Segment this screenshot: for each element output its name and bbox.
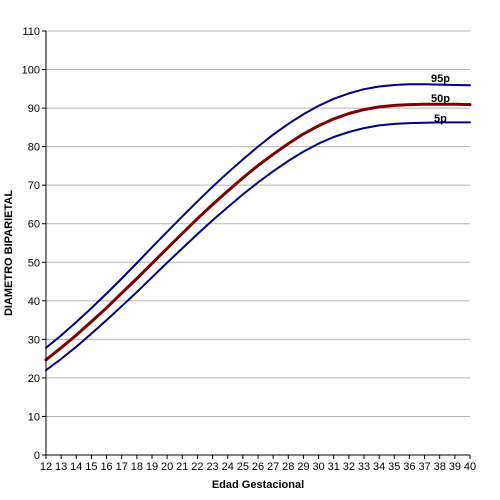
x-tick-label: 40 xyxy=(464,461,476,473)
x-tick-label: 14 xyxy=(70,461,82,473)
x-tick-label: 21 xyxy=(176,461,188,473)
x-tick-label: 17 xyxy=(116,461,128,473)
axes xyxy=(42,30,471,459)
x-tick-label: 38 xyxy=(434,461,446,473)
x-tick-label: 39 xyxy=(449,461,461,473)
x-tick-label: 26 xyxy=(252,461,264,473)
y-tick-label: 90 xyxy=(28,103,40,115)
x-tick-label: 18 xyxy=(131,461,143,473)
series-label-50p: 50p xyxy=(431,93,450,105)
x-tick-label: 34 xyxy=(373,461,385,473)
x-tick-label: 32 xyxy=(343,461,355,473)
series-line-95p xyxy=(45,83,471,349)
x-tick-label: 29 xyxy=(297,461,309,473)
x-tick-label: 16 xyxy=(100,461,112,473)
x-tick-label: 30 xyxy=(312,461,324,473)
y-axis-title: DIAMETRO BIPARIETAL xyxy=(3,190,15,316)
y-tick-label: 70 xyxy=(28,180,40,192)
tick-labels: 0 10 20 30 40 50 60 70 80 90 100 110 12 13 14 15 16 17 18 1… xyxy=(22,26,476,473)
x-tick-label: 15 xyxy=(85,461,97,473)
x-tick-label: 31 xyxy=(328,461,340,473)
x-tick-label: 12 xyxy=(40,461,52,473)
y-tick-label: 40 xyxy=(28,296,40,308)
y-tick-label: 80 xyxy=(28,142,40,154)
x-tick-label: 24 xyxy=(222,461,234,473)
x-axis-title: Edad Gestacional xyxy=(212,479,304,491)
y-tick-label: 100 xyxy=(22,65,40,77)
x-tick-label: 25 xyxy=(237,461,249,473)
y-tick-label: 10 xyxy=(28,411,40,423)
x-tick-label: 36 xyxy=(403,461,415,473)
y-tick-label: 50 xyxy=(28,257,40,269)
series-line-50p xyxy=(44,102,472,362)
gridlines xyxy=(46,30,470,417)
y-tick-label: 30 xyxy=(28,334,40,346)
series-layer xyxy=(44,83,472,372)
x-tick-label: 22 xyxy=(191,461,203,473)
x-tick-label: 19 xyxy=(146,461,158,473)
x-tick-label: 27 xyxy=(267,461,279,473)
x-tick-label: 28 xyxy=(282,461,294,473)
series-line-5p xyxy=(45,121,471,372)
y-tick-label: 20 xyxy=(28,373,40,385)
x-tick-label: 13 xyxy=(55,461,67,473)
x-tick-label: 20 xyxy=(161,461,173,473)
y-tick-label: 60 xyxy=(28,219,40,231)
y-tick-label: 0 xyxy=(34,450,40,462)
series-label-95p: 95p xyxy=(431,73,450,85)
x-tick-label: 35 xyxy=(388,461,400,473)
x-tick-label: 37 xyxy=(418,461,430,473)
series-label-5p: 5p xyxy=(434,113,447,125)
x-tick-label: 33 xyxy=(358,461,370,473)
x-tick-label: 23 xyxy=(206,461,218,473)
series-labels: 95p 50p 5p xyxy=(431,73,450,125)
y-tick-label: 110 xyxy=(22,26,40,38)
